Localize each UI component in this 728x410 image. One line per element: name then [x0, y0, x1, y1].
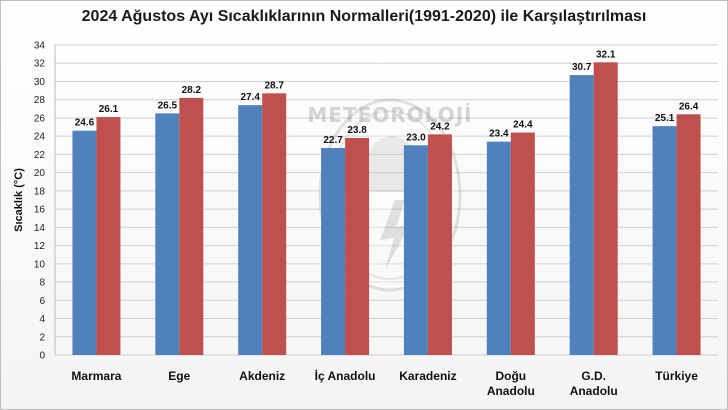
- category-label: Ege: [168, 369, 190, 383]
- bar-value-label: 23.4: [489, 129, 509, 140]
- y-tick-label: 2: [39, 332, 45, 343]
- chart-title: 2024 Ağustos Ayı Sıcaklıklarının Normall…: [81, 8, 647, 25]
- bar-value-label: 23.8: [347, 125, 367, 136]
- bar: [486, 141, 511, 355]
- bars: [72, 62, 701, 356]
- bar-value-label: 26.5: [158, 100, 178, 111]
- y-tick-label: 28: [34, 95, 46, 106]
- bar: [510, 132, 535, 355]
- category-label: Anadolu: [570, 384, 618, 398]
- bar: [569, 75, 594, 356]
- category-label: Akdeniz: [239, 369, 285, 383]
- y-tick-label: 10: [34, 259, 46, 270]
- bar: [179, 97, 204, 355]
- bar-value-label: 24.6: [75, 118, 95, 129]
- bar-value-label: 26.4: [679, 101, 699, 112]
- y-tick-label: 24: [34, 132, 46, 143]
- category-label: Marmara: [71, 369, 121, 383]
- bar-value-label: 30.7: [572, 62, 592, 73]
- y-tick-label: 16: [34, 205, 46, 216]
- bar: [403, 145, 428, 355]
- y-tick-label: 34: [34, 41, 46, 52]
- bar-value-label: 25.1: [655, 113, 675, 124]
- bar: [262, 93, 287, 355]
- watermark-text: METEOROLOJİ: [307, 103, 472, 127]
- category-label: G.D.: [581, 369, 606, 383]
- y-tick-label: 0: [39, 351, 45, 362]
- y-tick-label: 26: [34, 113, 46, 124]
- bar: [155, 113, 180, 355]
- bar-value-label: 28.2: [182, 85, 202, 96]
- bar: [593, 62, 618, 356]
- category-label: Karadeniz: [399, 369, 456, 383]
- bar-value-label: 23.0: [406, 132, 426, 143]
- bar: [72, 130, 97, 355]
- bar-value-label: 22.7: [323, 135, 343, 146]
- bar: [676, 114, 701, 355]
- category-label: Anadolu: [487, 384, 535, 398]
- y-tick-label: 32: [34, 59, 46, 70]
- bar: [427, 134, 452, 355]
- category-label: İç Anadolu: [315, 368, 376, 383]
- bar-value-label: 24.4: [513, 120, 533, 131]
- y-axis-label: Sıcaklık (°C): [13, 168, 25, 232]
- y-tick-label: 12: [34, 241, 46, 252]
- bar: [345, 138, 370, 355]
- category-label: Doğu: [495, 369, 526, 383]
- y-tick-label: 14: [34, 223, 46, 234]
- data-labels: 24.6 26.1 26.5 28.2 27.4 28.7 22.7 23.8 23.0 24.2…: [75, 49, 699, 146]
- y-tick-label: 6: [39, 296, 45, 307]
- bar-value-label: 26.1: [99, 104, 119, 115]
- y-tick-label: 18: [34, 186, 46, 197]
- y-tick-label: 20: [34, 168, 46, 179]
- bar: [652, 126, 677, 355]
- y-tick-label: 30: [34, 77, 46, 88]
- category-label: Türkiye: [655, 369, 698, 383]
- bar-value-label: 27.4: [240, 92, 260, 103]
- bar-value-label: 24.2: [430, 121, 450, 132]
- y-tick-label: 8: [39, 278, 45, 289]
- bar-value-label: 28.7: [264, 80, 284, 91]
- category-labels: Marmara Ege Akdeniz İç Anadolu Karadeniz Doğu…: [71, 368, 698, 398]
- bar: [238, 105, 263, 355]
- y-tick-label: 22: [34, 150, 46, 161]
- y-tick-label: 4: [39, 314, 45, 325]
- bar: [321, 148, 346, 355]
- bar: [96, 117, 121, 355]
- bar-value-label: 32.1: [596, 49, 616, 60]
